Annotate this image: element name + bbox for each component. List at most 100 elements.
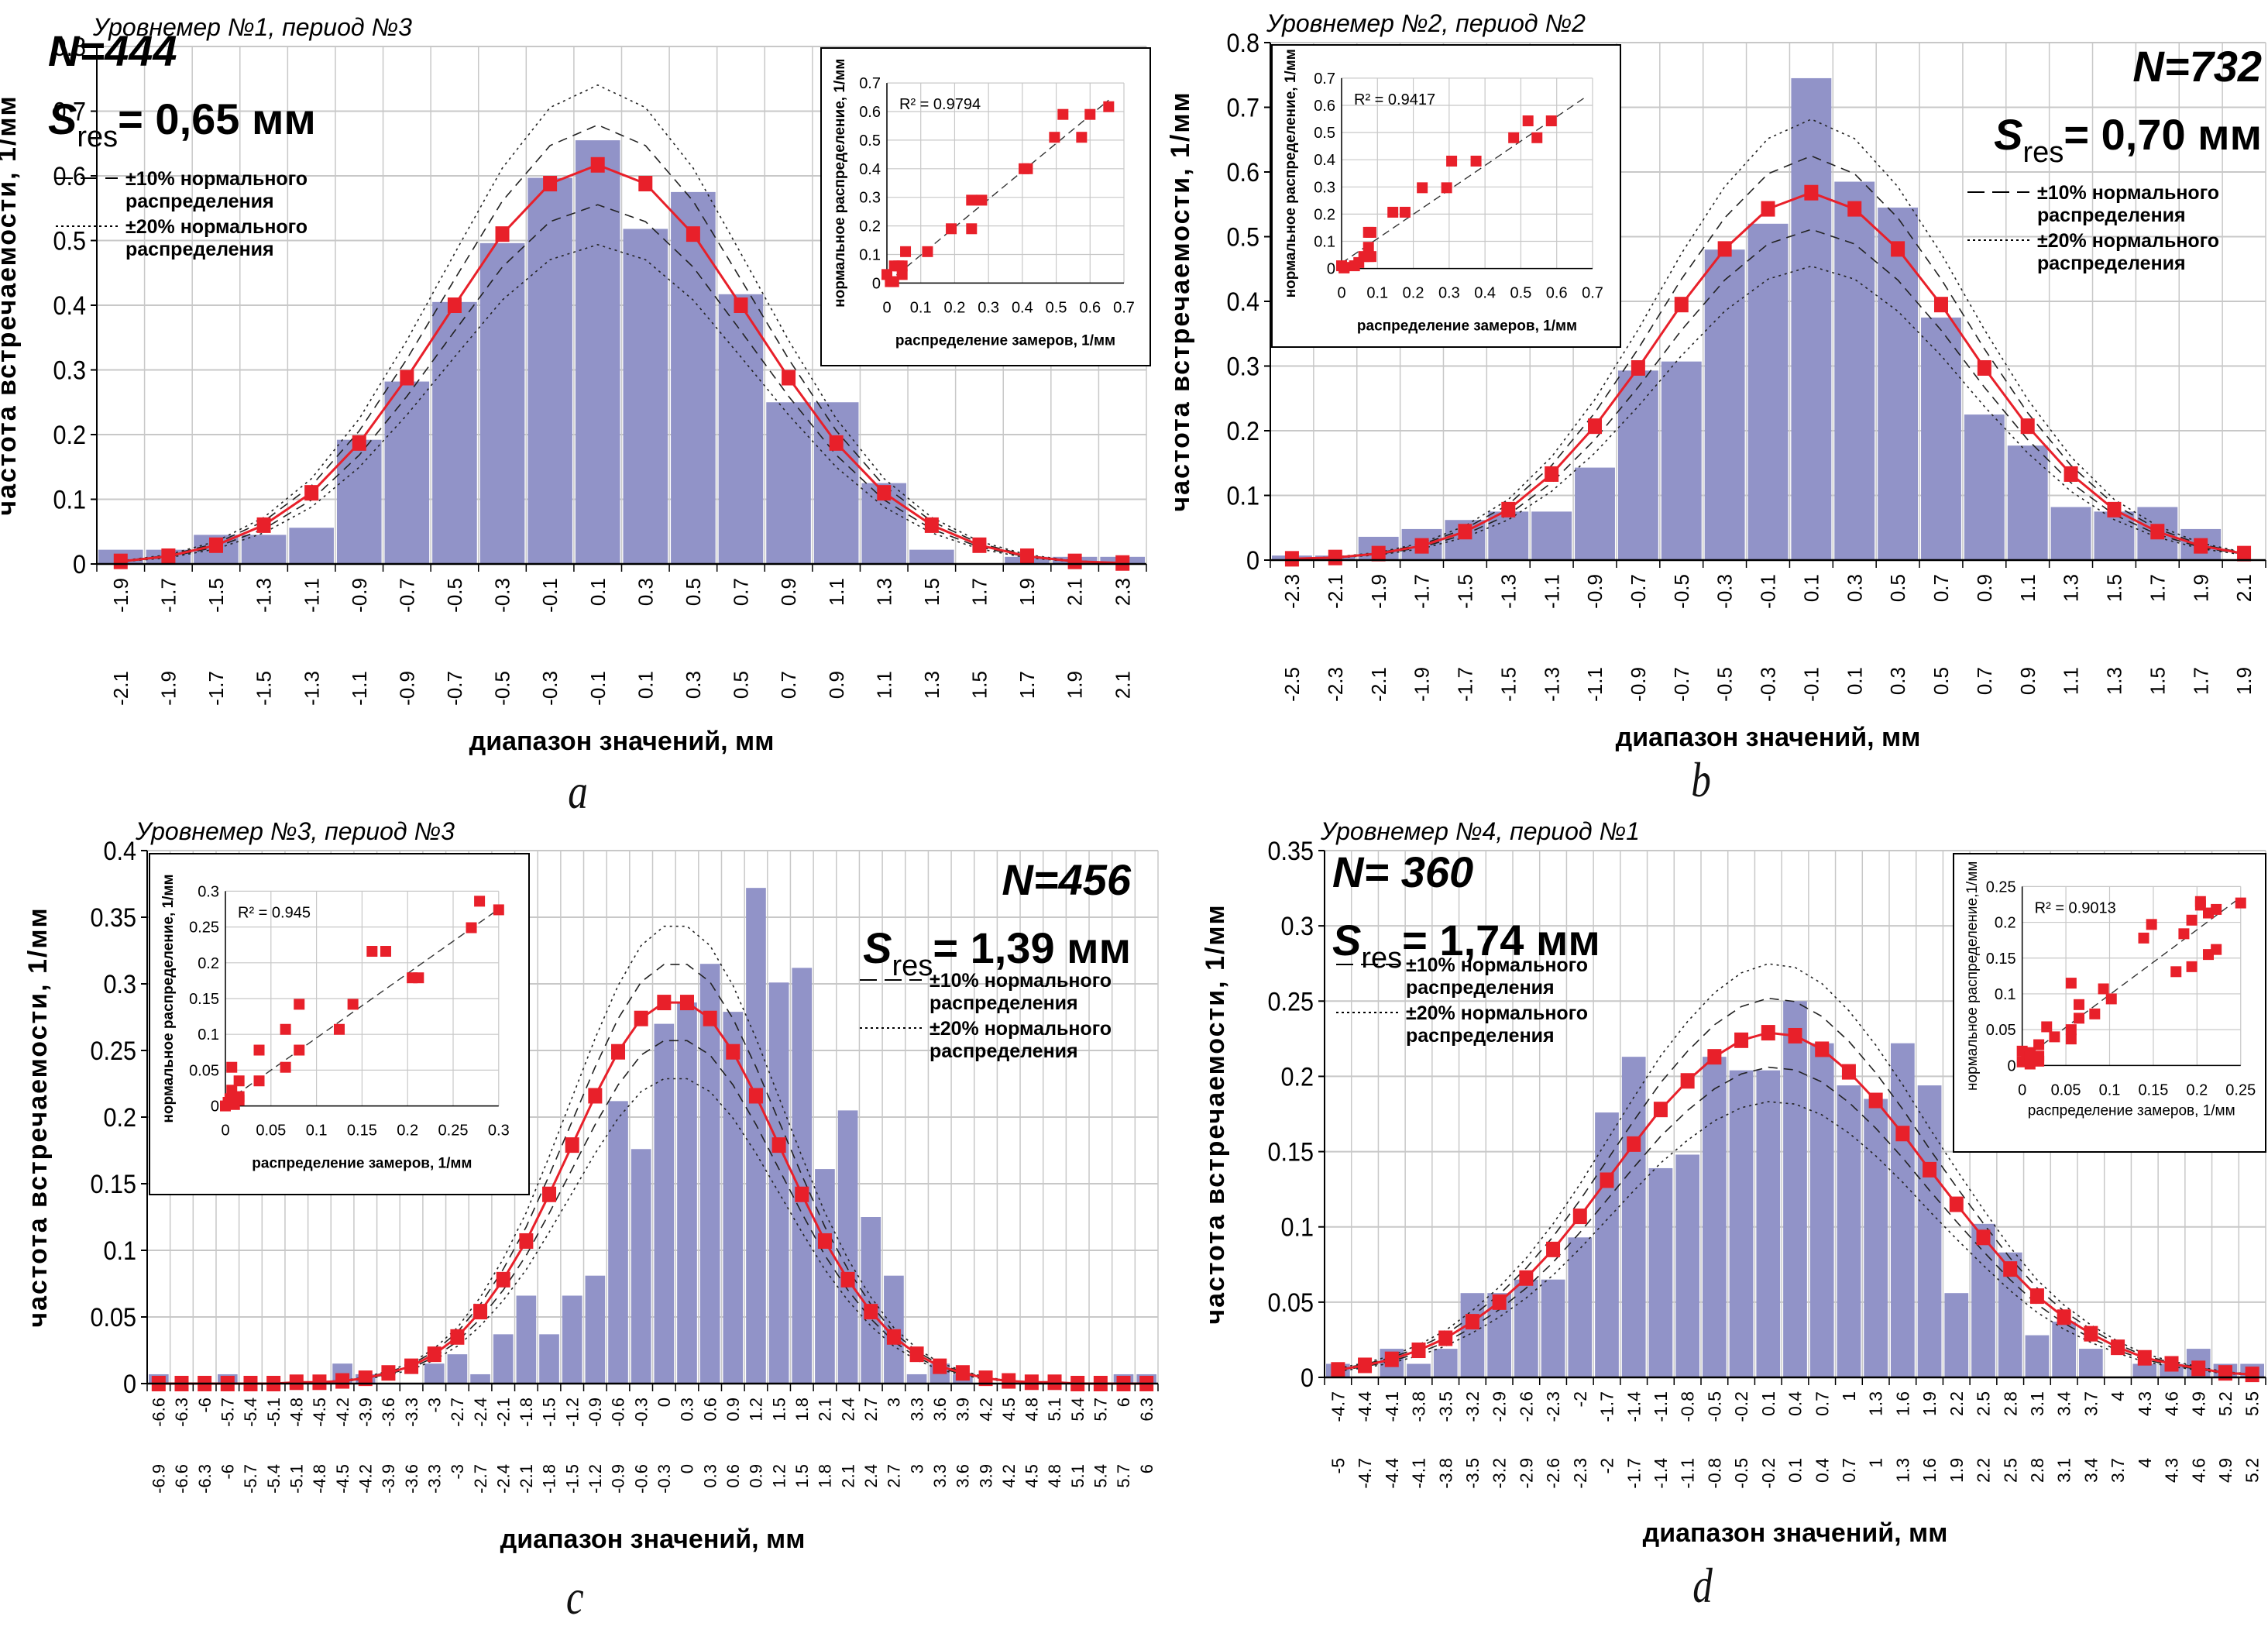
x-tick-label-lower: 1.5 — [792, 1464, 812, 1488]
normal-distribution-marker — [782, 370, 796, 386]
inset-scatter-point — [2089, 1008, 2101, 1019]
x-tick-label-upper: -1.5 — [1454, 574, 1477, 609]
y-tick-label: 0.05 — [1267, 1288, 1314, 1317]
x-tick-label-lower: -1.3 — [1540, 667, 1563, 702]
residual-std-label: Sres= 0,65 мм — [48, 95, 316, 153]
x-tick-label-lower: -2.9 — [1516, 1458, 1536, 1489]
histogram-bar — [575, 140, 620, 564]
y-tick-label: 0.1 — [53, 485, 86, 514]
normal-distribution-marker — [565, 1137, 579, 1154]
inset-y-axis-title: нормальное распределение, 1/мм — [160, 874, 177, 1123]
inset-y-tick-label: 0 — [211, 1098, 219, 1116]
histogram-bar — [1514, 1279, 1538, 1377]
y-tick-label: 0.2 — [1226, 417, 1259, 446]
x-axis-title: диапазон значений, мм — [1616, 723, 1921, 752]
normal-distribution-marker — [1588, 418, 1603, 435]
inset-y-tick-label: 0 — [2008, 1057, 2016, 1074]
x-tick-label-upper: -6.3 — [172, 1398, 191, 1427]
x-tick-label-lower: -2.6 — [1543, 1458, 1563, 1489]
x-tick-label-upper: 5.7 — [1091, 1398, 1111, 1422]
histogram-bar — [470, 1374, 490, 1384]
inset-scatter-point — [2211, 903, 2222, 915]
legend-band10-label-line2: распределения — [2037, 205, 2186, 226]
histogram-bar — [1648, 1167, 1673, 1377]
normal-distribution-marker — [1674, 297, 1689, 313]
x-tick-label-lower: 4.8 — [1045, 1464, 1064, 1488]
inset-x-tick-label: 0.1 — [2099, 1081, 2121, 1098]
x-tick-label-lower: 1.9 — [1064, 671, 1087, 699]
x-tick-label-upper: -2.1 — [493, 1398, 513, 1427]
normal-distribution-marker — [1284, 551, 1299, 567]
x-tick-label-upper: 2.4 — [838, 1398, 857, 1422]
legend-band20-label-line2: распределения — [125, 239, 274, 260]
inset-x-tick-label: 0.5 — [1046, 299, 1067, 316]
legend-band10-label-line2: распределения — [125, 191, 274, 212]
inset-x-tick-label: 0.05 — [2051, 1081, 2081, 1098]
histogram-bar — [1541, 1279, 1565, 1377]
x-tick-label-upper: 0.5 — [682, 578, 705, 606]
inset-y-tick-label: 0.25 — [1986, 878, 2016, 896]
x-tick-label-lower: -3.8 — [1435, 1458, 1455, 1489]
normal-distribution-marker — [634, 1010, 648, 1026]
inset-y-axis-title: нормальное распределение,1/мм — [1964, 861, 1981, 1091]
x-tick-label-upper: 4 — [2108, 1391, 2128, 1401]
inset-x-tick-label: 0.2 — [944, 299, 966, 316]
x-tick-label-lower: 0.4 — [1812, 1458, 1832, 1483]
inset-y-tick-label: 0.6 — [1314, 98, 1335, 115]
normal-distribution-marker — [519, 1233, 534, 1249]
inset-scatter-point — [2194, 896, 2206, 907]
normal-distribution-marker — [2137, 1349, 2152, 1366]
x-tick-label-upper: -2.4 — [471, 1398, 490, 1427]
x-tick-label-upper: -0.6 — [609, 1398, 628, 1427]
x-tick-label-lower: 1.9 — [2232, 667, 2256, 695]
normal-distribution-marker — [495, 226, 510, 242]
x-tick-label-upper: -2.3 — [1543, 1391, 1563, 1422]
x-tick-label-upper: -1.9 — [1367, 574, 1390, 609]
normal-distribution-marker — [450, 1329, 465, 1345]
x-tick-label-upper: 3 — [885, 1398, 904, 1407]
inset-scatter-point — [2065, 978, 2077, 989]
histogram-bar — [1621, 1057, 1646, 1377]
histogram-bar — [654, 1023, 675, 1384]
inset-x-tick-label: 0.25 — [438, 1123, 469, 1140]
legend-band20-label-line2: распределения — [1406, 1025, 1555, 1047]
normal-distribution-marker — [447, 297, 462, 313]
normal-distribution-line — [120, 163, 1123, 565]
x-tick-label-lower: -2 — [1597, 1458, 1617, 1473]
x-tick-label-upper: 0.9 — [723, 1398, 743, 1422]
inset-x-tick-label: 0.1 — [1366, 285, 1388, 302]
inset-r-squared: R² = 0.9794 — [899, 96, 981, 113]
inset-scatter-point — [233, 1091, 245, 1102]
x-tick-label-lower: 4.9 — [2215, 1458, 2235, 1483]
histogram-bar — [746, 888, 766, 1384]
x-tick-label-lower: -2.1 — [1367, 667, 1390, 702]
histogram-bar — [479, 242, 525, 564]
x-tick-label-lower: -0.9 — [395, 671, 418, 706]
y-tick-label: 0.6 — [1226, 158, 1259, 187]
x-tick-label-upper: 5.2 — [2215, 1391, 2235, 1416]
x-tick-label-lower: 5.2 — [2242, 1458, 2263, 1483]
normal-distribution-marker — [590, 156, 605, 173]
x-tick-label-upper: -3.6 — [379, 1398, 398, 1427]
histogram-bar — [447, 1354, 468, 1384]
inset-x-tick-label: 0.7 — [1113, 299, 1135, 316]
x-tick-label-lower: 1.2 — [769, 1464, 789, 1488]
inset-scatter-point — [334, 1023, 345, 1035]
residual-std-value: = 0,65 мм — [118, 95, 316, 143]
caption-b: b — [1691, 752, 1711, 807]
chart-title: Уровнемер №2, период №2 — [1266, 9, 1586, 37]
x-tick-label-upper: -5.7 — [218, 1398, 238, 1427]
chart-panel-d: 0 0.05 0.1 0.15 0.2 0.25 0.3 0.35 -4.7 -4.4 -4.1 -3… — [1162, 817, 2268, 1565]
x-tick-label-upper: -1.1 — [1651, 1391, 1671, 1422]
x-tick-label-lower: -2.3 — [1324, 667, 1347, 702]
x-tick-label-lower: -1.5 — [253, 671, 276, 706]
histogram-bar — [1878, 207, 1919, 560]
x-tick-label-upper: 6 — [1114, 1398, 1133, 1407]
inset-scatter-point — [2065, 1024, 2077, 1036]
inset-scatter-point — [1363, 242, 1374, 253]
x-tick-label-upper: 3.1 — [2027, 1391, 2047, 1416]
x-tick-label-lower: 4.5 — [1022, 1464, 1042, 1488]
normal-distribution-marker — [161, 548, 176, 564]
x-tick-label-upper: 1.3 — [2060, 574, 2083, 602]
inset-scatter-point — [1522, 115, 1534, 127]
